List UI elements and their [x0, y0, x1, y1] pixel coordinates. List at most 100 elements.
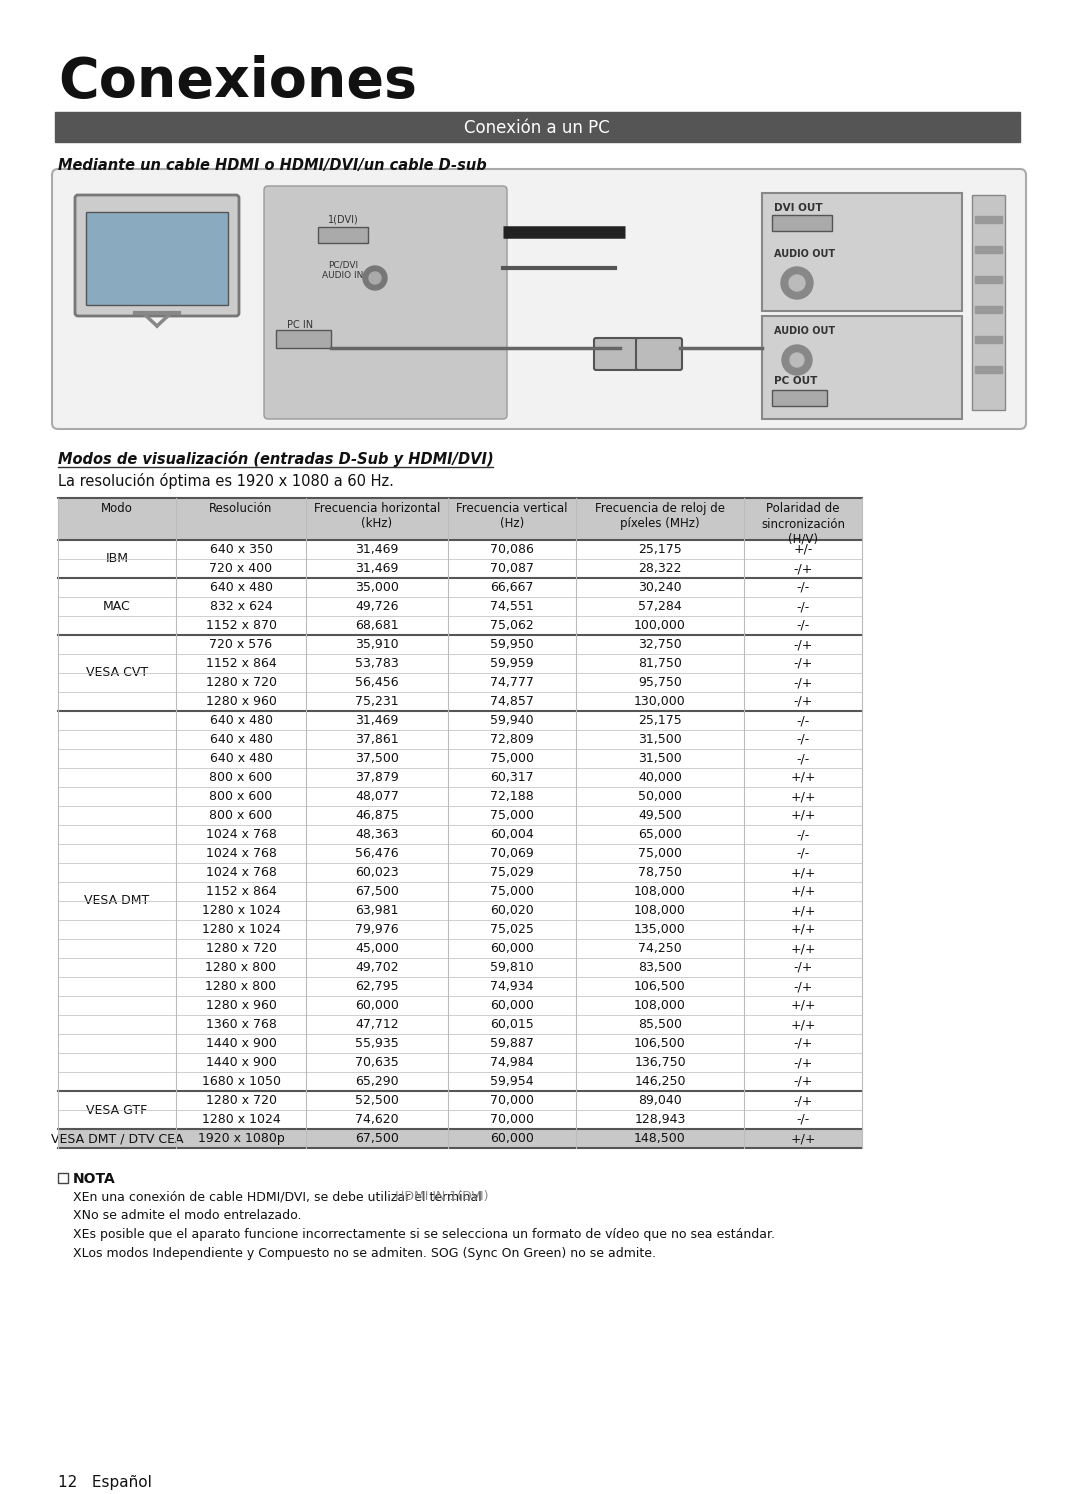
Bar [972, 196, 1005, 409]
Text: AUDIO OUT: AUDIO OUT [774, 326, 835, 336]
Text: 75,025: 75,025 [490, 923, 534, 937]
Text: 74,984: 74,984 [490, 1056, 534, 1070]
Text: -/-: -/- [796, 828, 810, 841]
Bar [86, 212, 228, 305]
Text: 1024 x 768: 1024 x 768 [205, 828, 276, 841]
Bar [58, 1073, 862, 1091]
Text: 1280 x 1024: 1280 x 1024 [202, 904, 281, 917]
Bar [58, 731, 862, 748]
Text: 1280 x 800: 1280 x 800 [205, 961, 276, 974]
Text: +/+: +/+ [791, 904, 815, 917]
Text: -/-: -/- [796, 619, 810, 632]
Text: 83,500: 83,500 [638, 961, 681, 974]
Text: 62,795: 62,795 [355, 980, 399, 994]
Bar [975, 306, 1002, 314]
Bar [58, 1091, 862, 1110]
Text: 800 x 600: 800 x 600 [210, 790, 272, 802]
Bar [975, 366, 1002, 374]
FancyBboxPatch shape [264, 185, 507, 418]
Text: 75,000: 75,000 [490, 808, 534, 822]
Text: VESA CVT: VESA CVT [86, 666, 148, 680]
Text: 56,456: 56,456 [355, 675, 399, 689]
Bar [975, 276, 1002, 282]
Text: 640 x 350: 640 x 350 [210, 542, 272, 556]
Text: 60,317: 60,317 [490, 771, 534, 784]
Text: 106,500: 106,500 [634, 980, 686, 994]
Bar [55, 112, 1020, 142]
Bar [58, 805, 862, 825]
FancyBboxPatch shape [594, 338, 640, 371]
Text: -/+: -/+ [794, 980, 812, 994]
Text: PC OUT: PC OUT [774, 376, 818, 385]
Text: 108,000: 108,000 [634, 999, 686, 1011]
Text: 106,500: 106,500 [634, 1037, 686, 1050]
Text: -/+: -/+ [794, 1056, 812, 1070]
Text: -/+: -/+ [794, 1094, 812, 1107]
Text: 37,500: 37,500 [355, 751, 399, 765]
Text: VESA DMT: VESA DMT [84, 895, 150, 907]
Circle shape [781, 267, 813, 299]
Text: AUDIO IN: AUDIO IN [322, 270, 364, 279]
Text: 60,000: 60,000 [490, 999, 534, 1011]
Text: 1360 x 768: 1360 x 768 [205, 1017, 276, 1031]
Text: 59,959: 59,959 [490, 657, 534, 669]
Text: 30,240: 30,240 [638, 581, 681, 595]
Bar [58, 692, 862, 711]
Text: 720 x 576: 720 x 576 [210, 638, 272, 651]
Text: 60,000: 60,000 [355, 999, 399, 1011]
Bar [58, 539, 862, 559]
Circle shape [363, 266, 387, 290]
Text: Resolución: Resolución [210, 502, 272, 515]
Text: HDMI IN 1(DVI): HDMI IN 1(DVI) [395, 1191, 488, 1203]
Bar [58, 1110, 862, 1129]
Text: 49,726: 49,726 [355, 601, 399, 613]
Circle shape [789, 275, 805, 291]
Text: 1152 x 870: 1152 x 870 [205, 619, 276, 632]
Text: 74,934: 74,934 [490, 980, 534, 994]
Text: 70,000: 70,000 [490, 1094, 534, 1107]
Text: 57,284: 57,284 [638, 601, 681, 613]
Text: Polaridad de
sincronización
(H/V): Polaridad de sincronización (H/V) [761, 502, 845, 545]
Text: 136,750: 136,750 [634, 1056, 686, 1070]
Text: 31,469: 31,469 [355, 542, 399, 556]
Bar [772, 390, 827, 406]
Text: 1280 x 720: 1280 x 720 [205, 675, 276, 689]
Bar [58, 498, 862, 539]
Text: 25,175: 25,175 [638, 714, 681, 728]
Text: +/+: +/+ [791, 943, 815, 955]
Text: Frecuencia horizontal
(kHz): Frecuencia horizontal (kHz) [314, 502, 441, 530]
Text: 68,681: 68,681 [355, 619, 399, 632]
Text: -/-: -/- [796, 601, 810, 613]
Text: VESA DMT / DTV CEA: VESA DMT / DTV CEA [51, 1132, 184, 1144]
Circle shape [789, 353, 804, 368]
Text: 74,777: 74,777 [490, 675, 534, 689]
Bar [318, 227, 368, 244]
Bar [58, 748, 862, 768]
Text: 70,069: 70,069 [490, 847, 534, 861]
Bar [772, 215, 832, 232]
Bar [58, 616, 862, 635]
Text: 640 x 480: 640 x 480 [210, 734, 272, 746]
Text: 1024 x 768: 1024 x 768 [205, 847, 276, 861]
Text: 59,954: 59,954 [490, 1076, 534, 1088]
Text: 75,000: 75,000 [638, 847, 681, 861]
Text: -/-: -/- [796, 1113, 810, 1126]
Text: -/-: -/- [796, 847, 810, 861]
Text: 1024 x 768: 1024 x 768 [205, 867, 276, 878]
Text: Frecuencia de reloj de
píxeles (MHz): Frecuencia de reloj de píxeles (MHz) [595, 502, 725, 530]
Text: 1920 x 1080p: 1920 x 1080p [198, 1132, 284, 1144]
Text: -/+: -/+ [794, 1076, 812, 1088]
Text: Mediante un cable HDMI o HDMI/DVI/un cable D-sub: Mediante un cable HDMI o HDMI/DVI/un cab… [58, 158, 487, 173]
Text: 59,950: 59,950 [490, 638, 534, 651]
Bar [975, 217, 1002, 223]
Bar [58, 635, 862, 654]
Bar [58, 768, 862, 787]
Text: 640 x 480: 640 x 480 [210, 581, 272, 595]
Text: MAC: MAC [103, 601, 131, 613]
Text: -/+: -/+ [794, 657, 812, 669]
Text: +/+: +/+ [791, 884, 815, 898]
Bar [58, 901, 862, 920]
Text: 72,809: 72,809 [490, 734, 534, 746]
Text: Frecuencia vertical
(Hz): Frecuencia vertical (Hz) [456, 502, 568, 530]
Text: 75,000: 75,000 [490, 751, 534, 765]
